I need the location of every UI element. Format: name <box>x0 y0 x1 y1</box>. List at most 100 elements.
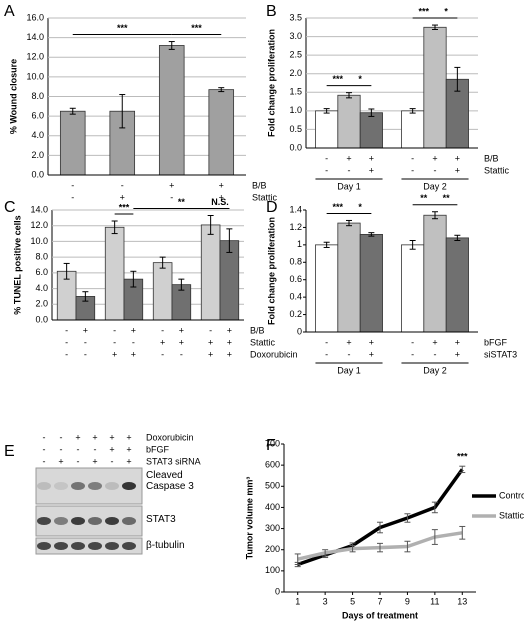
y-tick-label: 0.8 <box>289 257 302 267</box>
y-tick-label: 0.6 <box>289 274 302 284</box>
x-tick-label: 11 <box>430 596 439 606</box>
condition-sign: + <box>83 325 88 335</box>
y-tick-label: 4.0 <box>35 283 48 293</box>
y-axis-label: % TUNEL positive cells <box>12 215 22 314</box>
y-tick-label: 0.0 <box>35 314 48 324</box>
significance-label: *** <box>117 23 128 33</box>
panel-label: D <box>266 199 278 216</box>
significance-label: * <box>358 202 362 212</box>
x-tick-label: 13 <box>457 596 467 606</box>
condition-name: siSTAT3 <box>484 349 517 359</box>
condition-name: Stattic <box>250 337 276 347</box>
condition-sign: - <box>65 349 68 359</box>
condition-sign: - <box>170 192 173 202</box>
group-label: Day 2 <box>423 181 447 191</box>
bar <box>359 233 383 333</box>
condition-sign: - <box>94 444 97 454</box>
blot-band <box>37 517 51 525</box>
condition-sign: + <box>346 153 351 163</box>
y-tick-label: 0.0 <box>31 169 44 179</box>
y-tick-label: 200 <box>265 544 280 554</box>
blot-band <box>37 482 51 490</box>
bar <box>445 237 469 333</box>
y-tick-label: 6.0 <box>31 111 44 121</box>
bar <box>200 224 221 321</box>
condition-sign: + <box>179 337 184 347</box>
significance-label: *** <box>119 202 130 212</box>
blot-band <box>71 542 85 550</box>
condition-sign: + <box>219 180 224 190</box>
condition-name: bFGF <box>146 444 170 454</box>
condition-name: B/B <box>252 180 267 190</box>
band-label: β-tubulin <box>146 540 185 551</box>
condition-sign: + <box>112 349 117 359</box>
y-tick-label: 100 <box>265 565 280 575</box>
condition-sign: - <box>77 456 80 466</box>
condition-sign: - <box>60 444 63 454</box>
y-tick-label: 3.0 <box>289 31 302 41</box>
bar <box>152 262 173 321</box>
condition-sign: - <box>65 325 68 335</box>
blot-band <box>105 482 119 490</box>
blot-band <box>54 517 68 525</box>
blot-band <box>37 542 51 550</box>
condition-sign: + <box>369 337 374 347</box>
condition-sign: - <box>132 337 135 347</box>
x-tick-label: 1 <box>295 596 300 606</box>
y-tick-label: 400 <box>265 502 280 512</box>
bar <box>109 110 136 176</box>
y-tick-label: 0.4 <box>289 292 302 302</box>
bar <box>59 110 86 176</box>
x-tick-label: 7 <box>377 596 382 606</box>
blot-band <box>122 517 136 525</box>
legend-label: Stattic <box>499 510 524 520</box>
bar <box>104 226 125 321</box>
y-tick-label: 1.5 <box>289 87 302 97</box>
condition-sign: + <box>227 337 232 347</box>
condition-name: Doxorubicin <box>250 349 298 359</box>
condition-sign: - <box>348 165 351 175</box>
y-tick-label: 12.0 <box>26 52 44 62</box>
y-tick-label: 1.4 <box>289 204 302 214</box>
band-label: STAT3 <box>146 514 176 525</box>
bar <box>208 89 235 176</box>
condition-sign: - <box>411 349 414 359</box>
condition-name: B/B <box>484 153 499 163</box>
panel-label: B <box>266 3 277 20</box>
condition-sign: + <box>369 153 374 163</box>
panel-label: E <box>4 443 15 460</box>
condition-sign: + <box>227 349 232 359</box>
condition-name: Doxorubicin <box>146 432 194 442</box>
condition-sign: - <box>348 349 351 359</box>
y-tick-label: 2.0 <box>35 299 48 309</box>
blot-band <box>105 542 119 550</box>
y-tick-label: 300 <box>265 523 280 533</box>
bar <box>359 112 383 149</box>
significance-label: * <box>444 6 448 16</box>
bar <box>337 94 361 149</box>
condition-sign: + <box>208 337 213 347</box>
condition-sign: + <box>92 432 97 442</box>
y-tick-label: 14.0 <box>30 204 48 214</box>
y-tick-label: 2.5 <box>289 50 302 60</box>
condition-sign: - <box>434 349 437 359</box>
y-tick-label: 3.5 <box>289 12 302 22</box>
y-tick-label: 500 <box>265 481 280 491</box>
y-axis-label: % Wound closure <box>8 59 18 134</box>
y-axis-label: Fold change proliferation <box>266 29 276 137</box>
condition-sign: + <box>179 325 184 335</box>
condition-sign: - <box>84 349 87 359</box>
condition-sign: + <box>432 337 437 347</box>
condition-sign: - <box>111 456 114 466</box>
y-tick-label: 1 <box>297 239 302 249</box>
significance-label: * <box>358 74 362 84</box>
condition-sign: - <box>434 165 437 175</box>
condition-sign: - <box>325 165 328 175</box>
y-tick-label: 0.0 <box>289 142 302 152</box>
condition-sign: - <box>113 325 116 335</box>
y-tick-label: 0.2 <box>289 309 302 319</box>
y-tick-label: 16.0 <box>26 12 44 22</box>
band-label: Cleaved Caspase 3 <box>146 470 194 492</box>
condition-sign: - <box>71 192 74 202</box>
